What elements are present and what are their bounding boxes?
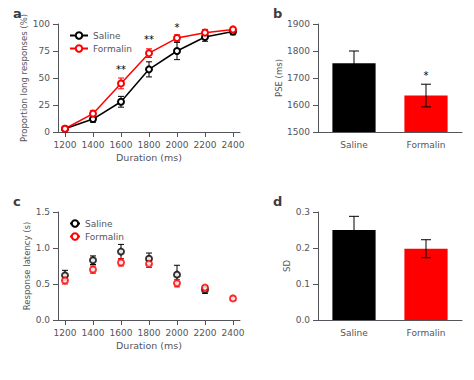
- svg-text:a: a: [13, 6, 22, 21]
- svg-text:1.5: 1.5: [36, 207, 50, 217]
- svg-text:1800: 1800: [138, 140, 161, 150]
- svg-text:c: c: [13, 194, 21, 209]
- svg-text:1800: 1800: [287, 46, 310, 56]
- svg-text:2400: 2400: [222, 328, 245, 338]
- svg-text:1200: 1200: [54, 140, 77, 150]
- svg-text:1600: 1600: [287, 100, 310, 110]
- svg-text:Formalin: Formalin: [85, 232, 124, 242]
- svg-text:Saline: Saline: [340, 140, 368, 150]
- svg-text:0.0: 0.0: [36, 315, 51, 325]
- svg-text:1200: 1200: [54, 328, 77, 338]
- svg-text:Duration (ms): Duration (ms): [116, 340, 182, 351]
- svg-text:1700: 1700: [287, 73, 310, 83]
- svg-text:Saline: Saline: [340, 328, 368, 338]
- svg-text:0.1: 0.1: [296, 279, 310, 289]
- svg-text:b: b: [273, 6, 282, 21]
- svg-text:Formalin: Formalin: [93, 44, 132, 54]
- svg-text:0.3: 0.3: [296, 207, 310, 217]
- svg-text:1600: 1600: [110, 328, 133, 338]
- svg-text:1400: 1400: [82, 140, 105, 150]
- svg-text:2200: 2200: [194, 328, 217, 338]
- svg-text:*: *: [424, 70, 429, 81]
- svg-text:**: **: [116, 64, 126, 75]
- svg-text:1400: 1400: [82, 328, 105, 338]
- svg-text:*: *: [175, 22, 180, 33]
- svg-text:1800: 1800: [138, 328, 161, 338]
- svg-text:SD: SD: [282, 260, 292, 272]
- svg-text:Formalin: Formalin: [407, 140, 446, 150]
- svg-text:Saline: Saline: [85, 219, 113, 229]
- svg-text:2400: 2400: [222, 140, 245, 150]
- svg-text:PSE (ms): PSE (ms): [274, 59, 284, 97]
- svg-text:100: 100: [33, 19, 50, 29]
- svg-text:0.2: 0.2: [296, 243, 310, 253]
- svg-text:Formalin: Formalin: [407, 328, 446, 338]
- svg-text:1500: 1500: [287, 127, 310, 137]
- svg-text:**: **: [144, 34, 154, 45]
- svg-text:0.0: 0.0: [296, 315, 311, 325]
- svg-text:Response latency (s): Response latency (s): [22, 222, 32, 311]
- svg-text:0: 0: [44, 127, 50, 137]
- svg-text:d: d: [273, 194, 282, 209]
- svg-text:Proportion long responses (%): Proportion long responses (%): [19, 14, 29, 142]
- svg-text:25: 25: [39, 100, 50, 110]
- svg-text:1600: 1600: [110, 140, 133, 150]
- svg-text:2000: 2000: [166, 140, 189, 150]
- svg-text:1.0: 1.0: [36, 243, 51, 253]
- svg-text:1900: 1900: [287, 19, 310, 29]
- svg-text:50: 50: [39, 73, 51, 83]
- svg-text:75: 75: [39, 46, 50, 56]
- svg-text:Duration (ms): Duration (ms): [116, 152, 182, 163]
- svg-text:0.5: 0.5: [36, 279, 50, 289]
- svg-text:Saline: Saline: [93, 31, 121, 41]
- svg-text:2200: 2200: [194, 140, 217, 150]
- svg-text:2000: 2000: [166, 328, 189, 338]
